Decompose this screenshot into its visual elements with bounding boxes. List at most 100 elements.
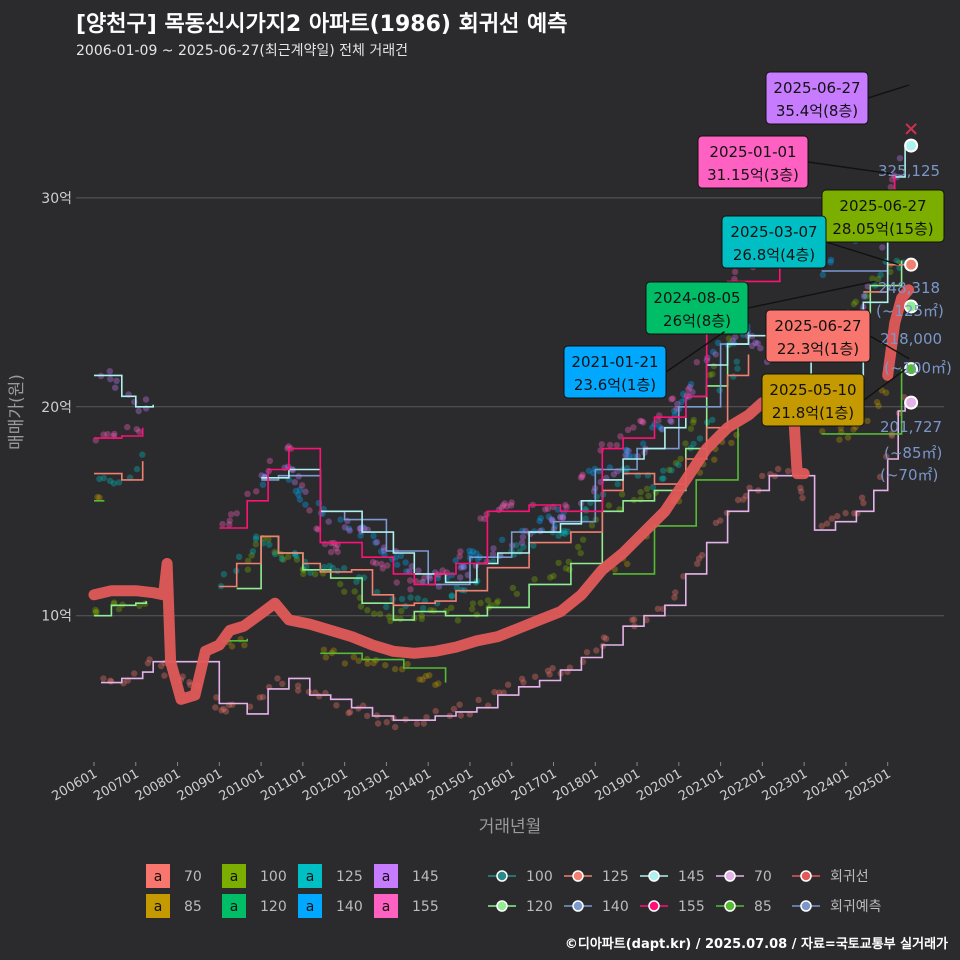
- transaction-point: [498, 504, 505, 511]
- transaction-point: [322, 654, 330, 661]
- transaction-point: [285, 553, 292, 560]
- legend-line-marker: [800, 900, 812, 912]
- annotation-box: [645, 281, 749, 335]
- transaction-point: [364, 607, 371, 614]
- transaction-point: [655, 417, 662, 424]
- transaction-point: [418, 612, 425, 619]
- transaction-point: [279, 680, 286, 687]
- transaction-point: [819, 271, 827, 279]
- transaction-point: [312, 571, 319, 578]
- legend-line-label: 회귀선: [830, 869, 869, 885]
- transaction-point: [774, 465, 782, 473]
- transaction-point: [714, 339, 722, 347]
- transaction-point: [504, 681, 512, 688]
- transaction-point: [896, 155, 904, 162]
- legend-fill-key-letter: a: [306, 899, 315, 915]
- transaction-point: [302, 501, 309, 508]
- transaction-point: [883, 453, 890, 460]
- transaction-point: [473, 611, 480, 618]
- transaction-point: [711, 456, 718, 463]
- transaction-point: [509, 584, 517, 592]
- transaction-point: [353, 578, 360, 585]
- annotation-box: [697, 135, 809, 189]
- transaction-point: [678, 398, 685, 406]
- transaction-point: [402, 559, 409, 566]
- transaction-point: [293, 552, 300, 560]
- transaction-point: [888, 176, 896, 183]
- transaction-point: [413, 720, 421, 727]
- transaction-point: [557, 514, 564, 521]
- transaction-point: [373, 539, 381, 546]
- transaction-point: [107, 375, 114, 383]
- transaction-point: [887, 183, 894, 191]
- chart-title: [양천구] 목동신시가지2 아파트(1986) 회귀선 예측: [76, 12, 568, 37]
- transaction-point: [373, 588, 381, 596]
- transaction-point: [503, 503, 511, 510]
- transaction-point: [218, 707, 225, 714]
- transaction-point: [456, 701, 463, 708]
- legend-fill-key-letter: a: [154, 869, 163, 885]
- transaction-point: [585, 467, 593, 474]
- transaction-point: [448, 604, 455, 611]
- transaction-point: [475, 696, 482, 704]
- transaction-point: [864, 283, 871, 290]
- transaction-point: [296, 496, 304, 503]
- x-tick-label: 200601: [50, 766, 100, 804]
- transaction-point: [265, 536, 272, 543]
- legend-fill-key-letter: a: [306, 869, 315, 885]
- annotation-price: 21.8억(1층): [772, 404, 854, 422]
- transaction-point: [660, 467, 667, 474]
- transaction-point: [421, 574, 428, 581]
- transaction-point: [296, 486, 304, 493]
- y-axis-title: 매매가(원): [7, 374, 27, 450]
- transaction-point: [542, 506, 549, 513]
- transaction-point: [819, 428, 826, 435]
- transaction-point: [477, 515, 484, 522]
- transaction-point: [435, 680, 442, 687]
- transaction-point: [600, 634, 608, 641]
- x-tick-label: 201701: [509, 766, 559, 804]
- transaction-point: [220, 571, 228, 578]
- legend-line-label: 100: [526, 869, 553, 885]
- transaction-point: [532, 673, 539, 680]
- transaction-point: [448, 593, 456, 600]
- transaction-point: [303, 563, 310, 571]
- transaction-point: [729, 337, 736, 345]
- area-line-85: [94, 369, 903, 683]
- x-tick-label: 201101: [258, 766, 308, 804]
- annotation-date: 2025-01-01: [709, 143, 796, 161]
- transaction-point: [450, 705, 458, 713]
- transaction-point: [142, 396, 150, 403]
- annotation-leader: [867, 84, 910, 99]
- transaction-point: [477, 599, 484, 607]
- transaction-point: [330, 647, 337, 654]
- transaction-point: [253, 533, 260, 540]
- transaction-point: [873, 399, 881, 406]
- transaction-point: [668, 396, 675, 403]
- transaction-point: [259, 481, 267, 488]
- transaction-point: [730, 373, 737, 380]
- legend-line-marker: [496, 870, 508, 882]
- transaction-point: [222, 708, 230, 715]
- transaction-point: [685, 386, 692, 393]
- annotation-leader: [807, 161, 892, 175]
- transaction-point: [659, 426, 666, 433]
- transaction-point: [555, 559, 562, 567]
- transaction-point: [658, 425, 665, 432]
- legend-line-marker: [724, 900, 736, 912]
- transaction-point: [357, 532, 364, 539]
- transaction-point: [637, 417, 644, 425]
- legend-fill-key: [146, 894, 170, 918]
- transaction-point: [658, 475, 666, 482]
- transaction-point: [668, 467, 675, 474]
- annotation-box: [765, 309, 871, 363]
- transaction-point: [579, 536, 587, 543]
- transaction-point: [675, 461, 682, 468]
- transaction-point: [598, 441, 605, 448]
- transaction-point: [133, 426, 140, 433]
- transaction-point: [746, 484, 753, 491]
- transaction-point: [244, 490, 251, 497]
- transaction-point: [561, 527, 568, 535]
- transaction-point: [537, 527, 544, 535]
- transaction-point: [394, 561, 401, 568]
